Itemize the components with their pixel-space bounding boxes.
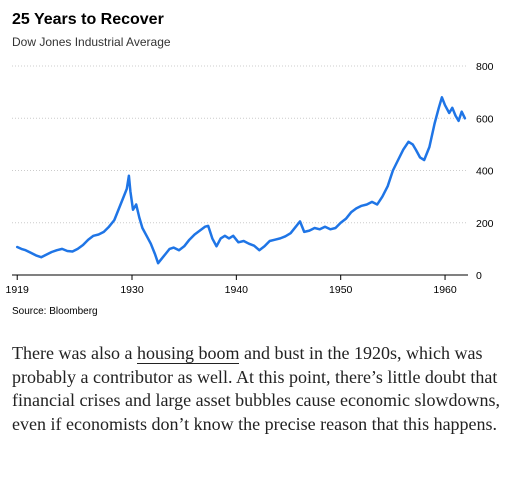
y-tick-label-600: 600 xyxy=(476,113,494,125)
y-tick-label-0: 0 xyxy=(476,270,482,282)
x-tick-label-1950: 1950 xyxy=(329,284,353,296)
chart-title: 25 Years to Recover xyxy=(12,11,164,28)
x-tick-label-1919: 1919 xyxy=(6,284,30,296)
series-line-0 xyxy=(15,96,467,265)
y-tick-label-200: 200 xyxy=(476,218,494,230)
article-text-after-link: and bust in the 1920s, which was probabl… xyxy=(12,343,501,434)
article-paragraph: There was also a housing boom and bust i… xyxy=(12,342,510,436)
housing-boom-link[interactable]: housing boom xyxy=(136,343,240,364)
x-tick-label-1940: 1940 xyxy=(225,284,249,296)
x-tick-label-1930: 1930 xyxy=(120,284,144,296)
x-tick-label-1960: 1960 xyxy=(433,284,457,296)
y-tick-label-400: 400 xyxy=(476,166,494,178)
chart-source: Source: Bloomberg xyxy=(12,306,98,317)
article-text-before-link: There was also a xyxy=(12,343,137,363)
y-tick-label-800: 800 xyxy=(476,61,494,73)
line-chart: 0 200 400 600 800 1919 1930 1940 1950 1960 xyxy=(6,61,494,296)
chart-subtitle: Dow Jones Industrial Average xyxy=(12,35,171,49)
